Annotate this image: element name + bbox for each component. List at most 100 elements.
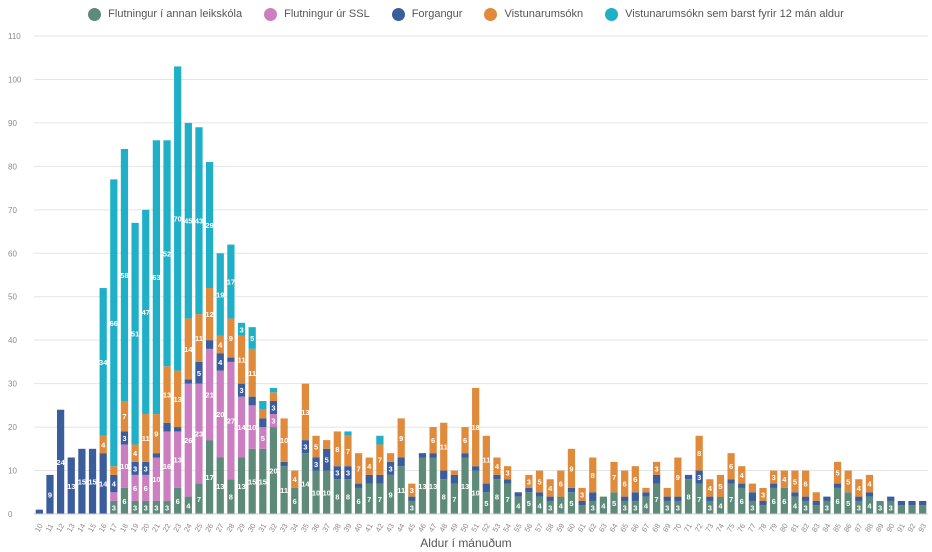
bar-segment	[333, 466, 341, 480]
bar-segment	[248, 405, 256, 449]
bar-segment	[674, 496, 682, 501]
legend-label: Vistunarumsókn	[504, 8, 584, 20]
bar-value-label: 6	[176, 497, 180, 506]
bar-value-label: 4	[218, 341, 223, 350]
bar-segment	[152, 140, 161, 415]
bar-value-label: 15	[248, 477, 256, 486]
x-tick-label: 84	[820, 522, 832, 534]
bar-value-label: 34	[99, 358, 108, 367]
bar-segment	[163, 500, 171, 514]
bar-segment	[727, 483, 735, 514]
bar-segment	[227, 357, 235, 362]
y-tick-label: 10	[8, 467, 17, 476]
bar-segment	[621, 470, 629, 497]
bar-segment	[46, 474, 54, 514]
bar-segment	[557, 496, 565, 514]
bar-value-label: 6	[559, 480, 563, 489]
legend-item[interactable]: Vistunarumsókn	[484, 4, 583, 24]
bar-value-label: 7	[122, 412, 126, 421]
bar-segment	[312, 457, 320, 471]
y-tick-label: 100	[8, 75, 22, 84]
bar-segment	[120, 444, 129, 488]
x-tick-label: 62	[586, 522, 598, 534]
bar-segment	[35, 509, 43, 514]
bar-value-label: 5	[835, 469, 839, 478]
x-tick-label: 29	[235, 522, 247, 534]
x-tick-label: 38	[331, 522, 343, 534]
bar-segment	[184, 318, 192, 380]
x-tick-label: 58	[544, 522, 556, 534]
x-tick-label: 82	[799, 522, 811, 534]
bar-segment	[227, 244, 235, 319]
bar-segment	[110, 466, 118, 475]
bar-value-label: 4	[218, 358, 223, 367]
bar-segment	[174, 431, 182, 488]
bar-value-label: 3	[655, 464, 659, 473]
bar-segment	[205, 340, 214, 349]
bar-value-label: 3	[133, 464, 137, 473]
bar-segment	[621, 496, 629, 501]
bar-segment	[216, 370, 224, 458]
bar-value-label: 10	[323, 488, 331, 497]
bar-value-label: 4	[793, 501, 798, 510]
chart-legend: Flutningur í annan leikskóla Flutningur ú…	[0, 4, 932, 24]
y-tick-label: 50	[8, 293, 17, 302]
bar-segment	[578, 505, 586, 514]
bar-segment	[833, 461, 842, 484]
x-tick-label: 48	[437, 522, 449, 534]
legend-item[interactable]: Flutningur í annan leikskóla	[88, 4, 242, 24]
bar-segment	[216, 457, 224, 514]
bar-segment	[110, 492, 118, 501]
bar-segment	[855, 500, 863, 514]
bar-segment	[525, 487, 533, 493]
bar-segment	[205, 288, 214, 341]
bar-segment	[674, 500, 682, 514]
x-tick-label: 52	[480, 522, 492, 534]
bar-segment	[120, 401, 129, 432]
legend-item[interactable]: Forgangur	[391, 4, 462, 24]
bar-segment	[280, 461, 288, 467]
legend-item[interactable]: Flutningur úr SSL	[264, 4, 370, 24]
bar-segment	[908, 505, 916, 514]
bar-value-label: 9	[229, 334, 233, 343]
bar-segment	[695, 470, 703, 484]
bar-value-label: 7	[346, 447, 350, 456]
bar-segment	[365, 474, 373, 484]
bar-value-label: 3	[708, 503, 712, 512]
bar-segment	[259, 448, 267, 514]
legend-item[interactable]: Vistunarumsókn sem barst fyrir 12 mán al…	[605, 4, 844, 24]
bar-segment	[887, 496, 895, 501]
bar-segment	[567, 492, 576, 514]
bar-value-label: 3	[804, 503, 808, 512]
bar-segment	[493, 457, 501, 475]
bar-value-label: 11	[248, 369, 256, 378]
bar-value-label: 3	[314, 460, 318, 469]
bar-value-label: 5	[569, 499, 573, 508]
x-tick-label: 41	[363, 522, 375, 534]
bar-segment	[770, 483, 778, 488]
x-tick-label: 24	[182, 522, 194, 534]
bar-value-label: 13	[418, 482, 426, 491]
x-tick-label: 91	[895, 522, 907, 534]
x-tick-label: 66	[629, 522, 641, 534]
bar-segment	[887, 500, 895, 514]
bar-segment	[833, 483, 842, 488]
bar-segment	[706, 479, 714, 497]
bar-value-label: 10	[312, 488, 320, 497]
bar-segment	[269, 392, 278, 402]
bar-segment	[195, 127, 203, 315]
bar-segment	[312, 470, 320, 514]
bar-segment	[812, 505, 820, 514]
bar-value-label: 7	[655, 495, 659, 504]
bar-segment	[823, 496, 831, 501]
bar-value-label: 19	[216, 291, 224, 300]
bar-value-label: 8	[591, 471, 595, 480]
bar-segment	[450, 483, 459, 514]
bar-segment	[589, 492, 597, 501]
bar-value-label: 3	[825, 503, 829, 512]
bar-value-label: 8	[442, 493, 446, 502]
bar-value-label: 3	[878, 503, 882, 512]
bar-segment	[386, 474, 395, 514]
bar-value-label: 4	[495, 462, 500, 471]
bar-segment	[280, 418, 288, 462]
